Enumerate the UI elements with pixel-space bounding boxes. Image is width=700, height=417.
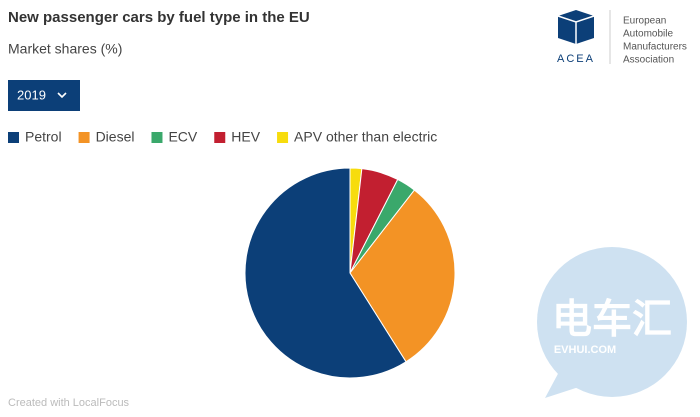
legend-label: APV other than electric: [294, 129, 437, 145]
pie-slice: [244, 167, 407, 379]
watermark: 电车汇 EVHUI.COM: [537, 247, 687, 398]
legend-swatch: [8, 132, 19, 143]
logo: ACEA European Automobile Manufacturers A…: [557, 10, 687, 66]
chart-subtitle: Market shares (%): [8, 41, 122, 57]
year-dropdown[interactable]: 2019: [8, 80, 80, 111]
legend: Petrol Diesel ECV HEV APV other than electri…: [8, 129, 437, 145]
dropdown-box[interactable]: [8, 80, 80, 111]
watermark-url: EVHUI.COM: [554, 344, 616, 356]
logo-line: European: [623, 16, 666, 27]
credit: Created with LocalFocus: [8, 397, 130, 409]
logo-line: Automobile: [623, 29, 673, 40]
logo-name: ACEA: [557, 53, 595, 65]
legend-swatch: [214, 132, 226, 143]
dropdown-label[interactable]: 2019: [17, 87, 46, 102]
legend-label: Diesel: [96, 129, 135, 145]
watermark-title: 电车汇: [552, 298, 672, 342]
legend-swatch: [78, 132, 90, 143]
legend-label: Petrol: [25, 129, 62, 145]
chart-title: New passenger cars by fuel type in the E…: [8, 9, 310, 26]
legend-swatch: [151, 132, 163, 143]
pie: [244, 167, 456, 379]
logo-cube-lines: [557, 15, 595, 44]
logo-line: Association: [623, 55, 674, 66]
legend-label: ECV: [168, 129, 197, 145]
watermark-tail: [545, 370, 585, 398]
logo-line: Manufacturers: [623, 42, 687, 53]
legend-swatch: [277, 132, 289, 143]
legend-label: HEV: [231, 129, 260, 145]
pie-slice: [349, 189, 456, 363]
watermark-bubble: [537, 247, 687, 397]
dropdown-arrow: [57, 92, 67, 99]
